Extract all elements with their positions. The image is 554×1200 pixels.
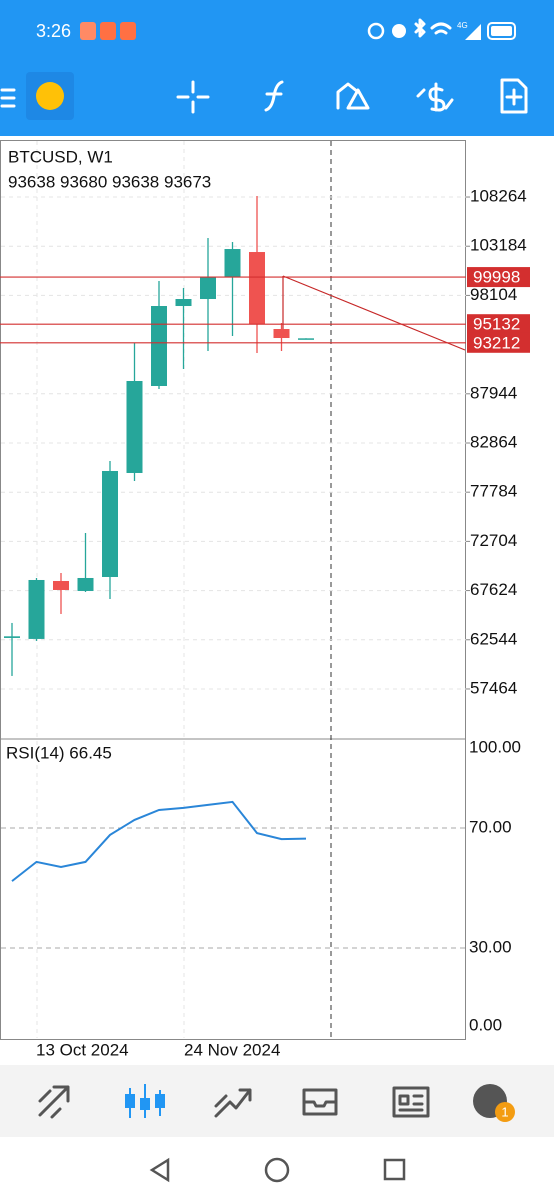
network: 4G xyxy=(457,21,468,30)
bt-icon xyxy=(414,18,426,38)
chart-tab-body xyxy=(155,1094,165,1108)
candle-body xyxy=(249,252,265,325)
trade-tab[interactable] xyxy=(214,1088,252,1118)
y-tick-label: 87944 xyxy=(470,383,517,402)
candle-body xyxy=(53,580,69,590)
app-bar xyxy=(0,0,554,136)
rsi-tick-label: 70.00 xyxy=(469,817,512,836)
indicators-button[interactable] xyxy=(264,80,284,112)
quotes-tab[interactable] xyxy=(38,1085,70,1119)
price-label: 93212 xyxy=(473,333,520,352)
price-label: 95132 xyxy=(473,315,520,334)
y-tick-label: 108264 xyxy=(470,187,527,206)
new-order-button[interactable] xyxy=(500,78,528,114)
candle-body xyxy=(126,381,143,473)
y-tick-label: 103184 xyxy=(470,236,527,255)
candle-body xyxy=(175,299,192,307)
badge xyxy=(495,1102,515,1122)
battery xyxy=(487,22,516,40)
chart-tab-body xyxy=(125,1094,135,1108)
symbol: BTCUSD, W1 xyxy=(8,147,113,166)
alarm-icon xyxy=(392,24,406,38)
trend-line xyxy=(282,275,466,351)
history-tab[interactable] xyxy=(302,1088,338,1116)
crosshair-button[interactable] xyxy=(176,80,210,114)
bottom-nav xyxy=(0,1065,554,1137)
badge-count: 1 xyxy=(501,1104,508,1119)
price-label-box xyxy=(467,332,530,353)
ohlc-header: 93638 93680 93638 93673 xyxy=(8,172,211,191)
trade-button[interactable] xyxy=(416,82,454,112)
home-button[interactable] xyxy=(264,1157,290,1183)
battery-level xyxy=(491,26,512,36)
y-tick-label: 82864 xyxy=(470,432,517,451)
price-label: 99998 xyxy=(473,268,520,287)
wifi-icon xyxy=(430,22,452,35)
price-label-box xyxy=(467,267,530,288)
eye-icon xyxy=(367,22,385,40)
signal-icon xyxy=(465,24,481,40)
candle-body xyxy=(200,277,216,300)
menu-button[interactable] xyxy=(0,88,16,108)
x-tick-label: 13 Oct 2024 xyxy=(36,1040,129,1059)
y-tick-label: 98104 xyxy=(470,285,517,304)
candle-body xyxy=(273,329,290,339)
y-tick-label: 62544 xyxy=(470,629,517,648)
y-tick-label: 72704 xyxy=(470,531,517,550)
rsi-tick-label: 30.00 xyxy=(469,937,512,956)
candle-body xyxy=(28,579,45,639)
candle-body xyxy=(102,470,118,577)
chart-tab[interactable] xyxy=(125,1084,165,1118)
notif-icon xyxy=(120,22,136,40)
candle-body xyxy=(4,636,20,638)
candle-body xyxy=(298,338,314,340)
notif-icon xyxy=(80,22,96,40)
rsi-tick-label: 0.00 xyxy=(469,1015,502,1034)
clock: 3:26 xyxy=(36,21,71,41)
candle-body xyxy=(151,306,167,386)
y-tick-label: 57464 xyxy=(470,678,517,697)
price-label-box xyxy=(467,314,530,335)
rsi-line xyxy=(11,800,307,882)
recents-button[interactable] xyxy=(383,1158,406,1181)
candle-body xyxy=(224,249,241,278)
notif-icon xyxy=(100,22,116,40)
back-button[interactable] xyxy=(149,1157,170,1183)
app-logo-coin xyxy=(36,82,64,110)
candle-body xyxy=(77,577,94,591)
y-tick-label: 67624 xyxy=(470,580,517,599)
x-tick-label: 24 Nov 2024 xyxy=(184,1040,280,1059)
rsi-label: RSI(14) 66.45 xyxy=(6,743,112,762)
objects-button[interactable] xyxy=(336,82,370,110)
chart-tab-body xyxy=(140,1098,150,1110)
news-tab[interactable] xyxy=(392,1086,430,1118)
y-tick-label: 77784 xyxy=(470,482,517,501)
rsi-tick-label: 100.00 xyxy=(469,737,521,756)
chart-frame xyxy=(0,140,466,1040)
